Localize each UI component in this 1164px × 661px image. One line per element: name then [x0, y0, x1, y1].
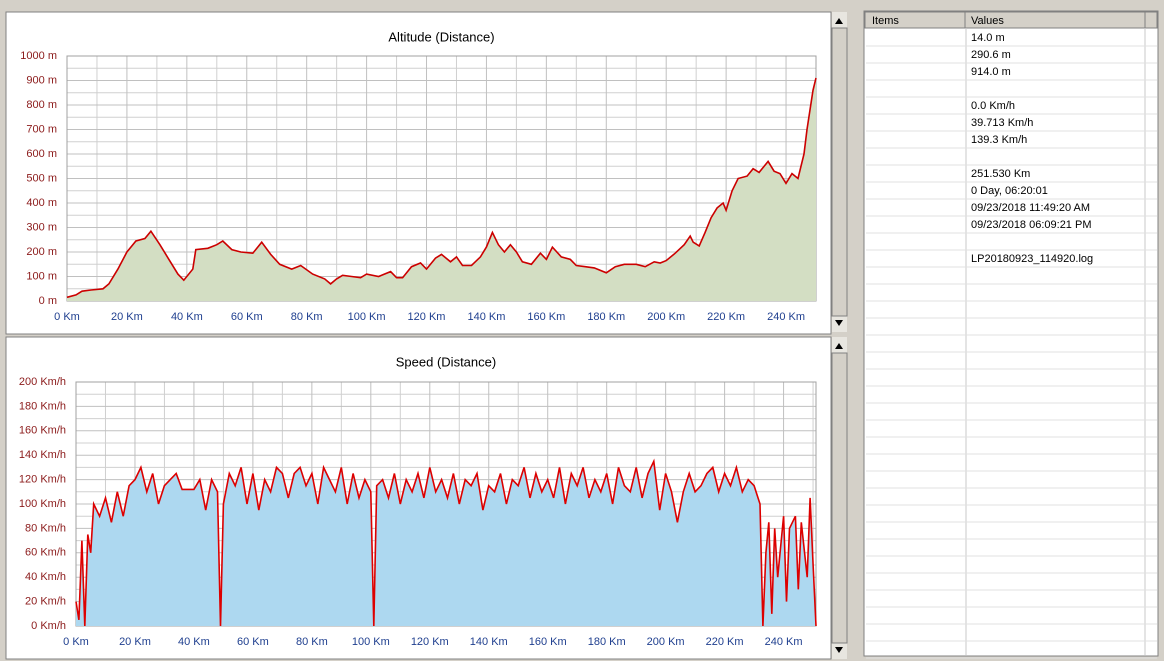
x-tick-label: 200 Km — [647, 311, 685, 323]
y-tick-label: 100 m — [26, 270, 57, 282]
x-tick-label: 200 Km — [647, 636, 685, 648]
x-tick-label: 180 Km — [588, 636, 626, 648]
x-tick-label: 140 Km — [467, 311, 505, 323]
x-tick-label: 80 Km — [296, 636, 328, 648]
x-tick-label: 80 Km — [291, 311, 323, 323]
x-tick-label: 100 Km — [352, 636, 390, 648]
x-tick-label: 180 Km — [587, 311, 625, 323]
x-tick-label: 220 Km — [706, 636, 744, 648]
x-tick-label: 160 Km — [529, 636, 567, 648]
x-tick-label: 240 Km — [767, 311, 805, 323]
header-items: Items — [872, 15, 899, 27]
y-tick-label: 600 m — [26, 148, 57, 160]
area — [67, 78, 816, 301]
y-tick-label: 400 m — [26, 197, 57, 209]
y-tick-label: 800 m — [26, 99, 57, 111]
value-cell: LP20180923_114920.log — [971, 253, 1093, 265]
x-tick-label: 140 Km — [470, 636, 508, 648]
value-cell: 09/23/2018 06:09:21 PM — [971, 219, 1091, 231]
y-tick-label: 700 m — [26, 123, 57, 135]
x-tick-label: 220 Km — [707, 311, 745, 323]
value-cell: 0.0 Km/h — [971, 100, 1015, 112]
y-tick-label: 300 m — [26, 221, 57, 233]
y-tick-label: 40 Km/h — [25, 571, 66, 583]
line — [75, 458, 817, 627]
x-tick-label: 120 Km — [411, 636, 449, 648]
x-tick-label: 120 Km — [408, 311, 446, 323]
y-tick-label: 500 m — [26, 172, 57, 184]
x-tick-label: 60 Km — [231, 311, 263, 323]
y-tick-label: 900 m — [26, 74, 57, 86]
y-tick-label: 160 Km/h — [19, 425, 66, 437]
value-cell: 14.0 m — [971, 32, 1005, 44]
y-tick-label: 180 Km/h — [19, 400, 66, 412]
value-cell: 914.0 m — [971, 66, 1011, 78]
scroll-thumb[interactable] — [831, 27, 848, 317]
y-tick-label: 140 Km/h — [19, 449, 66, 461]
line — [66, 77, 817, 299]
chart-title: Speed (Distance) — [396, 354, 496, 369]
x-tick-label: 160 Km — [527, 311, 565, 323]
x-tick-label: 100 Km — [348, 311, 386, 323]
value-cell: 0 Day, 06:20:01 — [971, 185, 1048, 197]
value-cell: 290.6 m — [971, 49, 1011, 61]
y-tick-label: 120 Km/h — [19, 474, 66, 486]
header-values: Values — [971, 15, 1004, 27]
y-tick-label: 100 Km/h — [19, 498, 66, 510]
x-tick-label: 40 Km — [171, 311, 203, 323]
value-cell: 139.3 Km/h — [971, 134, 1027, 146]
y-tick-label: 0 Km/h — [31, 620, 66, 632]
y-tick-label: 0 m — [39, 295, 57, 307]
x-tick-label: 240 Km — [765, 636, 803, 648]
y-tick-label: 60 Km/h — [25, 547, 66, 559]
y-tick-label: 200 Km/h — [19, 376, 66, 388]
value-cell: 251.530 Km — [971, 168, 1030, 180]
chart-title: Altitude (Distance) — [388, 29, 494, 44]
y-tick-label: 80 Km/h — [25, 522, 66, 534]
x-tick-label: 20 Km — [119, 636, 151, 648]
x-tick-label: 0 Km — [54, 311, 80, 323]
x-tick-label: 0 Km — [63, 636, 89, 648]
value-cell: 39.713 Km/h — [971, 117, 1033, 129]
value-cell: 09/23/2018 11:49:20 AM — [971, 202, 1090, 214]
table — [863, 10, 1159, 657]
x-tick-label: 40 Km — [178, 636, 210, 648]
x-tick-label: 20 Km — [111, 311, 143, 323]
y-tick-label: 1000 m — [20, 50, 57, 62]
column-header — [1144, 11, 1158, 29]
x-tick-label: 60 Km — [237, 636, 269, 648]
y-tick-label: 200 m — [26, 246, 57, 258]
scroll-thumb[interactable] — [831, 352, 848, 644]
y-tick-label: 20 Km/h — [25, 596, 66, 608]
